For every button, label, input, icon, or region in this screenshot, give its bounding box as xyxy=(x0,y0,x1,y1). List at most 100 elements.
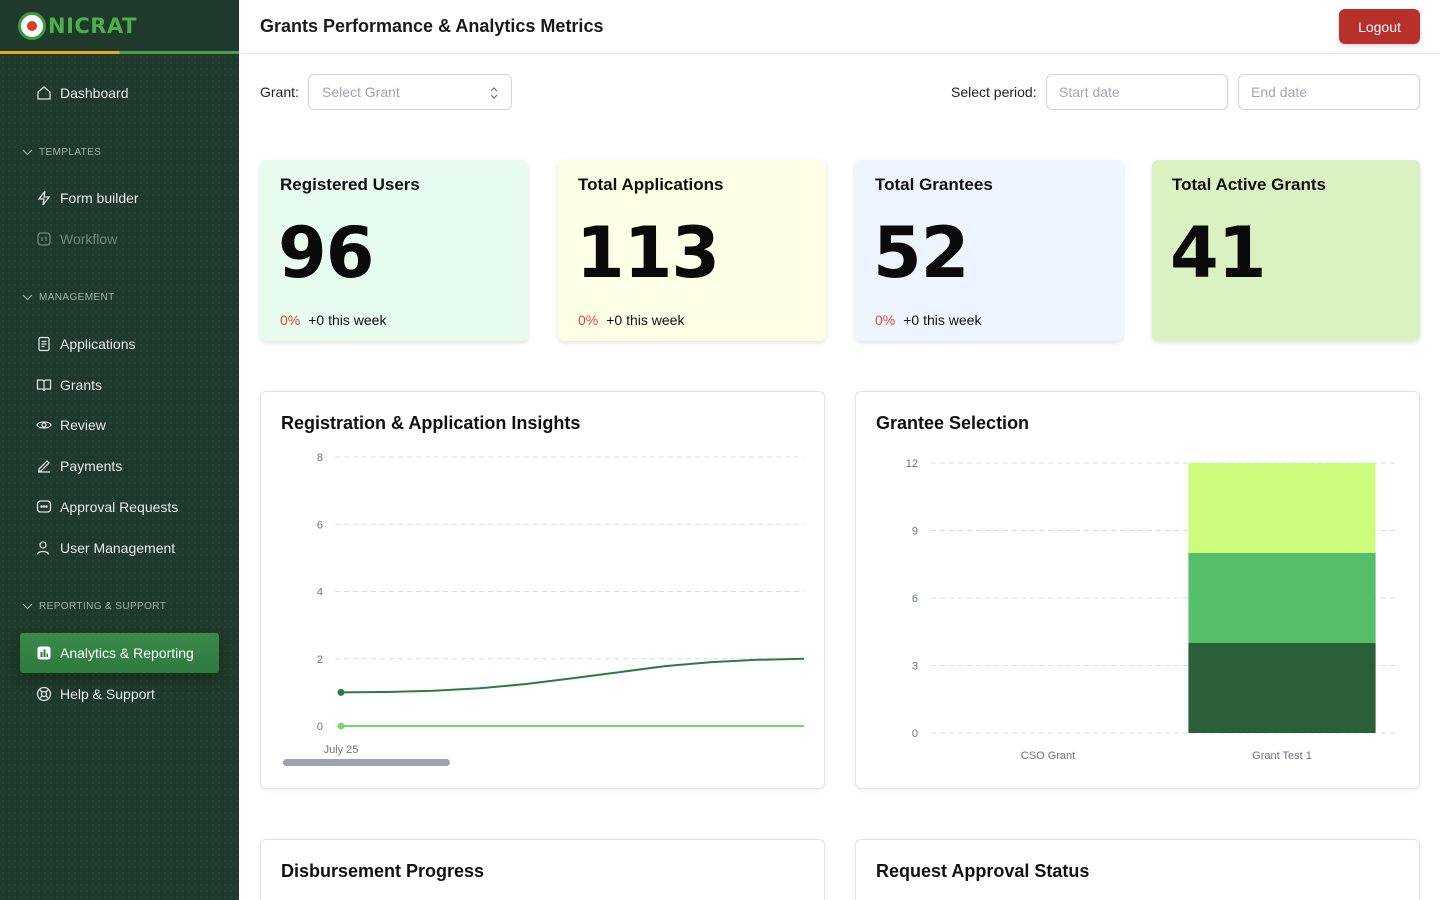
stat-delta: +0 this week xyxy=(903,312,982,328)
sidebar-item-label: Form builder xyxy=(60,190,139,206)
workflow-icon xyxy=(36,231,52,247)
stat-card-total-active-grants: Total Active Grants 41 xyxy=(1152,160,1420,341)
y-tick-label: 2 xyxy=(317,654,323,666)
stat-percent: 0% xyxy=(280,312,301,328)
sidebar-item-applications[interactable]: Applications xyxy=(20,324,219,364)
bar-segment-2 xyxy=(1188,463,1376,553)
start-date-input[interactable] xyxy=(1046,74,1228,110)
panel-title: Disbursement Progress xyxy=(281,861,485,881)
stat-value: 52 xyxy=(873,212,969,294)
bar-segment-0 xyxy=(1188,643,1376,733)
insights-line-chart: 0 2 4 6 8 July 25 xyxy=(317,452,805,756)
sidebar-item-label: Grants xyxy=(60,377,103,393)
sidebar-item-form-builder[interactable]: Form builder xyxy=(20,178,219,218)
sidebar-item-label: Workflow xyxy=(60,231,118,247)
sidebar-item-workflow[interactable]: Workflow xyxy=(20,219,219,259)
period-filter-label: Select period: xyxy=(951,84,1037,100)
sidebar-item-help-support[interactable]: Help & Support xyxy=(20,674,219,714)
section-management[interactable]: MANAGEMENT xyxy=(22,292,115,303)
grantee-selection-panel: Grantee Selection 0 3 6 9 12 CSO Grant Grant T… xyxy=(855,391,1420,789)
logout-button[interactable]: Logout xyxy=(1339,9,1420,44)
sidebar-item-label: Applications xyxy=(60,336,136,352)
chat-bubble-icon xyxy=(36,499,52,515)
sidebar-item-user-management[interactable]: User Management xyxy=(20,528,219,568)
x-tick-label: July 25 xyxy=(324,744,359,756)
stat-card-registered-users: Registered Users 96 0% +0 this week xyxy=(260,160,528,341)
chevron-down-icon xyxy=(22,603,33,610)
sidebar-item-analytics-reporting[interactable]: Analytics & Reporting xyxy=(20,633,219,673)
sidebar-item-dashboard[interactable]: Dashboard xyxy=(20,73,219,113)
stat-value: 41 xyxy=(1170,212,1266,294)
stat-title: Total Active Grants xyxy=(1172,175,1326,194)
sidebar-item-label: Help & Support xyxy=(60,686,155,702)
nicrat-seal-icon xyxy=(18,12,46,40)
stat-footer: 0% +0 this week xyxy=(578,312,684,328)
disbursement-panel: Disbursement Progress xyxy=(260,839,825,900)
section-label: TEMPLATES xyxy=(39,147,102,158)
stat-title: Registered Users xyxy=(280,175,420,194)
sidebar-item-label: Review xyxy=(60,417,106,433)
stat-value: 96 xyxy=(278,212,374,294)
stat-title: Total Grantees xyxy=(875,175,993,194)
approval-status-panel: Request Approval Status xyxy=(855,839,1420,900)
home-icon xyxy=(36,85,52,101)
y-tick-label: 12 xyxy=(906,458,918,470)
eye-icon xyxy=(36,417,52,433)
logo[interactable]: NICRAT xyxy=(18,12,137,40)
sidebar-item-label: Analytics & Reporting xyxy=(60,645,194,661)
sidebar-item-grants[interactable]: Grants xyxy=(20,365,219,405)
logo-text: NICRAT xyxy=(48,14,137,38)
series-line-0 xyxy=(340,657,805,694)
sidebar-item-label: Payments xyxy=(60,458,123,474)
grant-select-placeholder: Select Grant xyxy=(322,84,400,100)
sidebar-item-review[interactable]: Review xyxy=(20,405,219,445)
x-tick-label: Grant Test 1 xyxy=(1252,750,1312,762)
sidebar-header: NICRAT xyxy=(0,0,239,54)
series-point-0 xyxy=(337,688,345,696)
insights-panel: Registration & Application Insights 0 2 4 6… xyxy=(260,391,825,789)
grantee-bar-chart: 0 3 6 9 12 CSO Grant Grant Test 1 xyxy=(906,458,1399,762)
series-point-1 xyxy=(337,722,345,730)
grant-filter-label: Grant: xyxy=(260,84,299,100)
y-tick-label: 6 xyxy=(317,519,323,531)
top-header: Grants Performance & Analytics Metrics L… xyxy=(239,0,1440,54)
chart-scrollbar[interactable] xyxy=(283,759,450,766)
sidebar: NICRAT Dashboard TEMPLATES Form builder … xyxy=(0,0,239,900)
grant-select[interactable]: Select Grant xyxy=(308,74,512,110)
page-title: Grants Performance & Analytics Metrics xyxy=(260,16,604,36)
sidebar-item-label: Approval Requests xyxy=(60,499,179,515)
stat-value: 113 xyxy=(576,212,720,294)
panel-title: Registration & Application Insights xyxy=(281,413,581,433)
end-date-input[interactable] xyxy=(1238,74,1420,110)
book-open-icon xyxy=(36,377,52,393)
help-globe-icon xyxy=(36,686,52,702)
pen-edit-icon xyxy=(36,458,52,474)
y-tick-label: 0 xyxy=(317,721,323,733)
analytics-icon xyxy=(36,645,52,661)
stat-footer: 0% +0 this week xyxy=(875,312,981,328)
sidebar-item-label: User Management xyxy=(60,540,176,556)
y-tick-label: 3 xyxy=(912,661,918,673)
chevron-down-icon xyxy=(22,149,33,156)
stat-card-total-grantees: Total Grantees 52 0% +0 this week xyxy=(855,160,1123,341)
bolt-icon xyxy=(36,190,52,206)
section-label: MANAGEMENT xyxy=(39,292,115,303)
section-reporting-support[interactable]: REPORTING & SUPPORT xyxy=(22,601,166,612)
chevron-updown-icon xyxy=(490,87,498,99)
x-tick-label: CSO Grant xyxy=(1021,750,1075,762)
sidebar-item-label: Dashboard xyxy=(60,85,129,101)
document-icon xyxy=(36,336,52,352)
sidebar-item-approval-requests[interactable]: Approval Requests xyxy=(20,487,219,527)
y-tick-label: 4 xyxy=(317,587,323,599)
stat-delta: +0 this week xyxy=(606,312,685,328)
user-icon xyxy=(36,540,52,556)
sidebar-item-payments[interactable]: Payments xyxy=(20,446,219,486)
chevron-down-icon xyxy=(22,294,33,301)
panel-title: Request Approval Status xyxy=(876,861,1090,881)
stat-percent: 0% xyxy=(875,312,896,328)
section-templates[interactable]: TEMPLATES xyxy=(22,147,101,158)
panel-title: Grantee Selection xyxy=(876,413,1030,433)
y-tick-label: 6 xyxy=(912,593,918,605)
y-tick-label: 8 xyxy=(317,452,323,464)
bar-segment-1 xyxy=(1188,553,1376,643)
